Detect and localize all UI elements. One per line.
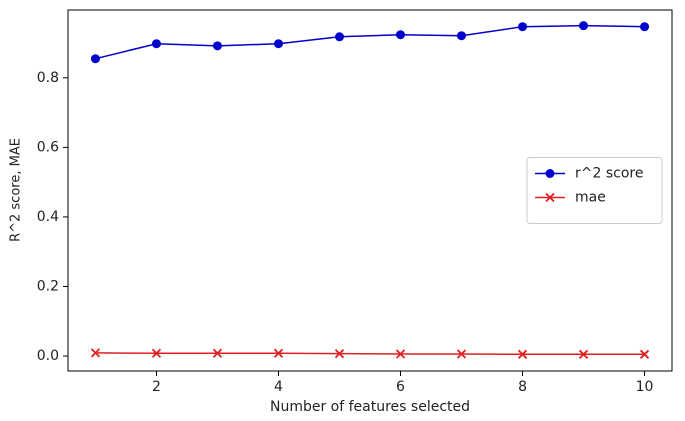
data-point — [273, 348, 284, 358]
data-point — [395, 349, 406, 359]
y-tick-label: 0.2 — [37, 278, 59, 294]
x-tick-label: 10 — [636, 379, 654, 395]
x-tick-label: 2 — [152, 379, 161, 395]
data-point — [518, 22, 528, 32]
data-point — [334, 32, 344, 42]
data-point — [639, 349, 650, 359]
plot-frame — [67, 9, 673, 372]
data-point — [273, 39, 283, 49]
data-point — [456, 349, 467, 359]
data-point — [334, 348, 345, 359]
legend-marker — [545, 169, 555, 178]
data-point — [579, 21, 589, 31]
data-point — [151, 39, 161, 49]
legend-label: mae — [575, 190, 606, 206]
series-line — [95, 352, 645, 356]
data-point — [517, 349, 528, 359]
x-axis-label: Number of features selected — [270, 399, 470, 415]
y-tick-label: 0.6 — [37, 139, 59, 155]
y-tick-label: 0.8 — [37, 70, 59, 86]
data-point — [640, 22, 650, 32]
legend-label: r^2 score — [575, 166, 643, 182]
data-point — [90, 348, 101, 358]
x-tick-label: 4 — [274, 379, 283, 395]
data-point — [457, 31, 467, 41]
series-line — [95, 24, 645, 60]
data-point — [578, 349, 589, 359]
x-tick-label: 8 — [518, 379, 527, 395]
data-point — [212, 41, 222, 51]
y-axis-label: R^2 score, MAE — [9, 138, 24, 242]
data-point — [151, 348, 162, 358]
y-tick-label: 0.4 — [37, 209, 59, 225]
y-tick-label: 0.0 — [37, 348, 59, 364]
data-point — [212, 348, 223, 358]
data-point — [90, 54, 100, 64]
legend-marker — [545, 192, 555, 203]
data-point — [396, 30, 406, 40]
x-tick-label: 6 — [396, 379, 405, 395]
